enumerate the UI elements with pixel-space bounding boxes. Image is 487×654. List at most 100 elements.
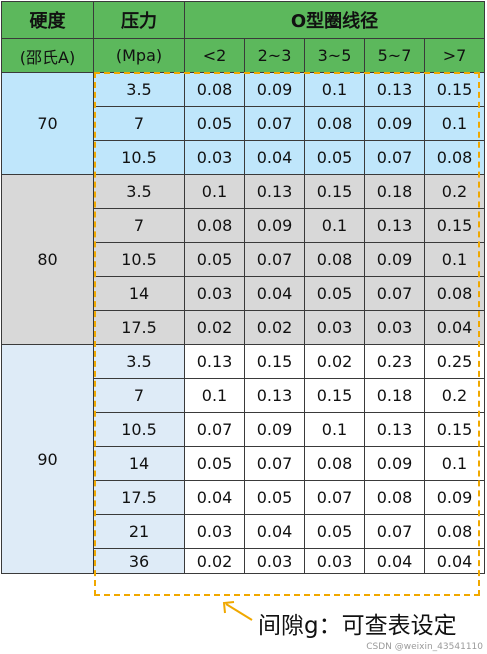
gap-table: 硬度 压力 O型圈线径 (邵氏A) (Mpa) <2 2~3 3~5 5~7 >… bbox=[1, 1, 486, 574]
gap-value-cell: 0.08 bbox=[304, 106, 365, 141]
diameter-header: O型圈线径 bbox=[183, 1, 486, 39]
gap-value-cell: 0.05 bbox=[184, 106, 245, 141]
gap-value-cell: 0.08 bbox=[364, 480, 425, 515]
gap-value-cell: 0.09 bbox=[364, 106, 425, 141]
table-row: 7 0.05 0.07 0.08 0.09 0.1 bbox=[2, 106, 486, 141]
gap-value-cell: 0.2 bbox=[423, 174, 486, 209]
gap-value-cell: 0.09 bbox=[423, 480, 486, 515]
watermark: CSDN @weixin_43541110 bbox=[366, 642, 483, 652]
pressure-cell: 3.5 bbox=[93, 72, 185, 107]
gap-value-cell: 0.09 bbox=[244, 72, 305, 107]
pressure-cell: 3.5 bbox=[93, 344, 185, 379]
gap-value-cell: 0.03 bbox=[184, 140, 245, 175]
gap-value-cell: 0.02 bbox=[184, 548, 245, 574]
pressure-cell: 36 bbox=[93, 548, 185, 574]
gap-value-cell: 0.05 bbox=[244, 480, 305, 515]
gap-value-cell: 0.03 bbox=[364, 310, 425, 345]
gap-value-cell: 0.09 bbox=[364, 446, 425, 481]
gap-value-cell: 0.1 bbox=[184, 174, 245, 209]
gap-value-cell: 0.05 bbox=[304, 514, 365, 549]
hardness-cell: 70 bbox=[1, 72, 94, 175]
gap-value-cell: 0.07 bbox=[364, 514, 425, 549]
gap-value-cell: 0.15 bbox=[304, 174, 365, 209]
gap-value-cell: 0.1 bbox=[184, 378, 245, 413]
table-row: 21 0.03 0.04 0.05 0.07 0.08 bbox=[2, 514, 486, 549]
gap-value-cell: 0.04 bbox=[364, 548, 425, 574]
diameter-range: >7 bbox=[423, 38, 486, 73]
pressure-cell: 3.5 bbox=[93, 174, 185, 209]
pressure-cell: 17.5 bbox=[93, 480, 185, 515]
gap-value-cell: 0.05 bbox=[304, 276, 365, 311]
gap-value-cell: 0.1 bbox=[423, 106, 486, 141]
table-row: 36 0.02 0.03 0.03 0.04 0.04 bbox=[2, 548, 486, 574]
table-row: 17.5 0.04 0.05 0.07 0.08 0.09 bbox=[2, 480, 486, 515]
pressure-cell: 14 bbox=[93, 276, 185, 311]
diameter-range: 5~7 bbox=[364, 38, 425, 73]
gap-value-cell: 0.15 bbox=[423, 412, 486, 447]
gap-value-cell: 0.1 bbox=[304, 208, 365, 243]
gap-value-cell: 0.09 bbox=[244, 208, 305, 243]
gap-value-cell: 0.13 bbox=[364, 208, 425, 243]
gap-value-cell: 0.05 bbox=[184, 242, 245, 277]
gap-value-cell: 0.02 bbox=[184, 310, 245, 345]
gap-value-cell: 0.09 bbox=[364, 242, 425, 277]
gap-value-cell: 0.15 bbox=[304, 378, 365, 413]
gap-value-cell: 0.04 bbox=[184, 480, 245, 515]
gap-value-cell: 0.07 bbox=[244, 106, 305, 141]
gap-value-cell: 0.08 bbox=[423, 276, 486, 311]
gap-value-cell: 0.18 bbox=[364, 378, 425, 413]
pressure-cell: 7 bbox=[93, 106, 185, 141]
gap-value-cell: 0.03 bbox=[304, 548, 365, 574]
gap-value-cell: 0.07 bbox=[364, 276, 425, 311]
gap-value-cell: 0.04 bbox=[244, 514, 305, 549]
pressure-cell: 10.5 bbox=[93, 412, 185, 447]
table-row: 7 0.08 0.09 0.1 0.13 0.15 bbox=[2, 208, 486, 243]
gap-value-cell: 0.2 bbox=[423, 378, 486, 413]
gap-value-cell: 0.03 bbox=[304, 310, 365, 345]
gap-value-cell: 0.08 bbox=[304, 446, 365, 481]
gap-value-cell: 0.03 bbox=[244, 548, 305, 574]
diameter-range: 2~3 bbox=[244, 38, 305, 73]
pressure-cell: 10.5 bbox=[93, 242, 185, 277]
gap-value-cell: 0.15 bbox=[244, 344, 305, 379]
gap-value-cell: 0.07 bbox=[304, 480, 365, 515]
gap-value-cell: 0.07 bbox=[244, 242, 305, 277]
gap-value-cell: 0.1 bbox=[304, 412, 365, 447]
pressure-cell: 21 bbox=[93, 514, 185, 549]
gap-value-cell: 0.1 bbox=[304, 72, 365, 107]
gap-value-cell: 0.04 bbox=[423, 548, 486, 574]
gap-value-cell: 0.13 bbox=[364, 72, 425, 107]
gap-value-cell: 0.07 bbox=[364, 140, 425, 175]
gap-value-cell: 0.13 bbox=[364, 412, 425, 447]
gap-value-cell: 0.18 bbox=[364, 174, 425, 209]
gap-value-cell: 0.02 bbox=[304, 344, 365, 379]
gap-value-cell: 0.04 bbox=[244, 276, 305, 311]
gap-value-cell: 0.15 bbox=[423, 208, 486, 243]
gap-value-cell: 0.04 bbox=[244, 140, 305, 175]
gap-value-cell: 0.07 bbox=[184, 412, 245, 447]
pressure-cell: 7 bbox=[93, 378, 185, 413]
table-row: 90 3.5 0.13 0.15 0.02 0.23 0.25 bbox=[1, 344, 486, 574]
table-row: 7 0.1 0.13 0.15 0.18 0.2 bbox=[2, 378, 486, 413]
gap-value-cell: 0.05 bbox=[304, 140, 365, 175]
gap-value-cell: 0.25 bbox=[423, 344, 486, 379]
table-row: 17.5 0.02 0.02 0.03 0.03 0.04 bbox=[2, 310, 486, 345]
pressure-cell: 7 bbox=[93, 208, 185, 243]
pressure-header: 压力 bbox=[93, 1, 185, 39]
table-row: 70 3.5 0.08 0.09 0.1 0.13 0.15 bbox=[1, 72, 486, 175]
table-row: 10.5 0.05 0.07 0.08 0.09 0.1 bbox=[2, 242, 486, 277]
pressure-cell: 14 bbox=[93, 446, 185, 481]
gap-value-cell: 0.08 bbox=[423, 140, 486, 175]
diameter-range: 3~5 bbox=[304, 38, 365, 73]
gap-value-cell: 0.08 bbox=[304, 242, 365, 277]
pressure-cell: 17.5 bbox=[93, 310, 185, 345]
gap-value-cell: 0.08 bbox=[423, 514, 486, 549]
hardness-cell: 80 bbox=[1, 174, 94, 345]
gap-value-cell: 0.09 bbox=[244, 412, 305, 447]
gap-value-cell: 0.1 bbox=[423, 446, 486, 481]
arrow-icon bbox=[222, 601, 253, 621]
gap-value-cell: 0.08 bbox=[184, 72, 245, 107]
gap-value-cell: 0.1 bbox=[423, 242, 486, 277]
gap-value-cell: 0.23 bbox=[364, 344, 425, 379]
gap-value-cell: 0.15 bbox=[423, 72, 486, 107]
